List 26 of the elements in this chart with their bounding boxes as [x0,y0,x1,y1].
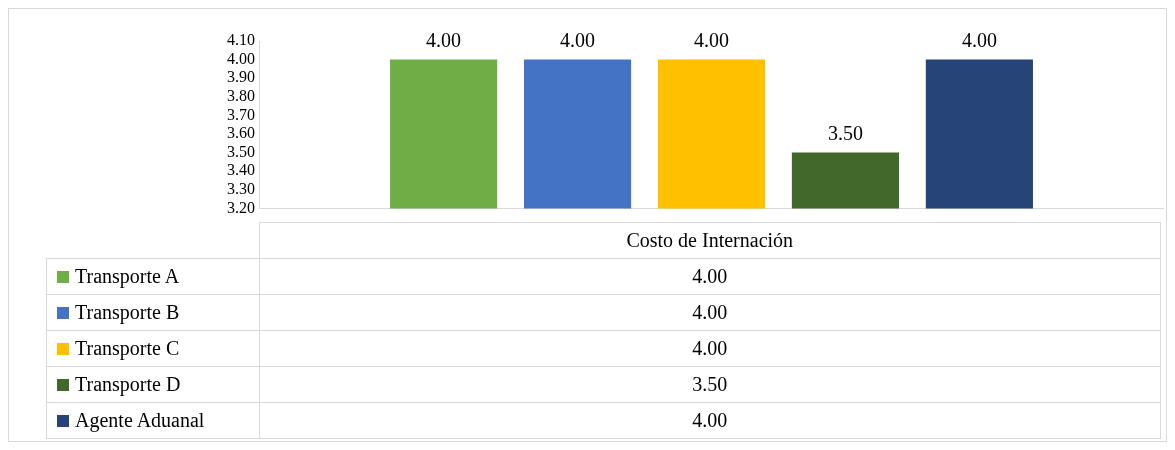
y-tick-label: 3.30 [227,180,255,197]
legend-label: Transporte D [75,373,181,395]
data-label: 4.00 [694,28,729,51]
data-label: 4.00 [560,28,596,51]
text: 4.00 [692,409,728,431]
data-label: 3.50 [827,121,863,144]
data-label: 4.00 [961,28,997,51]
y-tick-label: 3.80 [227,87,255,104]
text: 4.00 [692,337,728,359]
y-tick-label: 3.20 [227,198,255,216]
y-tick-label: 3.90 [227,68,255,86]
text: 4.00 [692,265,728,287]
legend-label: Transporte C [75,337,180,359]
legend-label: Agente Aduanal [75,409,205,431]
x-tick-label: Costo de Internación [259,222,1161,259]
y-tick-label: 4.00 [227,49,255,67]
y-tick-label: 3.60 [227,124,255,142]
text: 4.00 [692,301,728,323]
legend-label: Transporte A [75,265,180,287]
y-tick-label: 3.70 [227,105,255,123]
y-tick-label: 4.10 [227,31,255,49]
y-tick-label: 3.40 [227,161,255,179]
data-label: 4.00 [426,28,462,51]
y-tick-label: 3.50 [227,142,255,160]
text: 3.50 [692,373,728,395]
legend-label: Transporte B [75,301,180,323]
